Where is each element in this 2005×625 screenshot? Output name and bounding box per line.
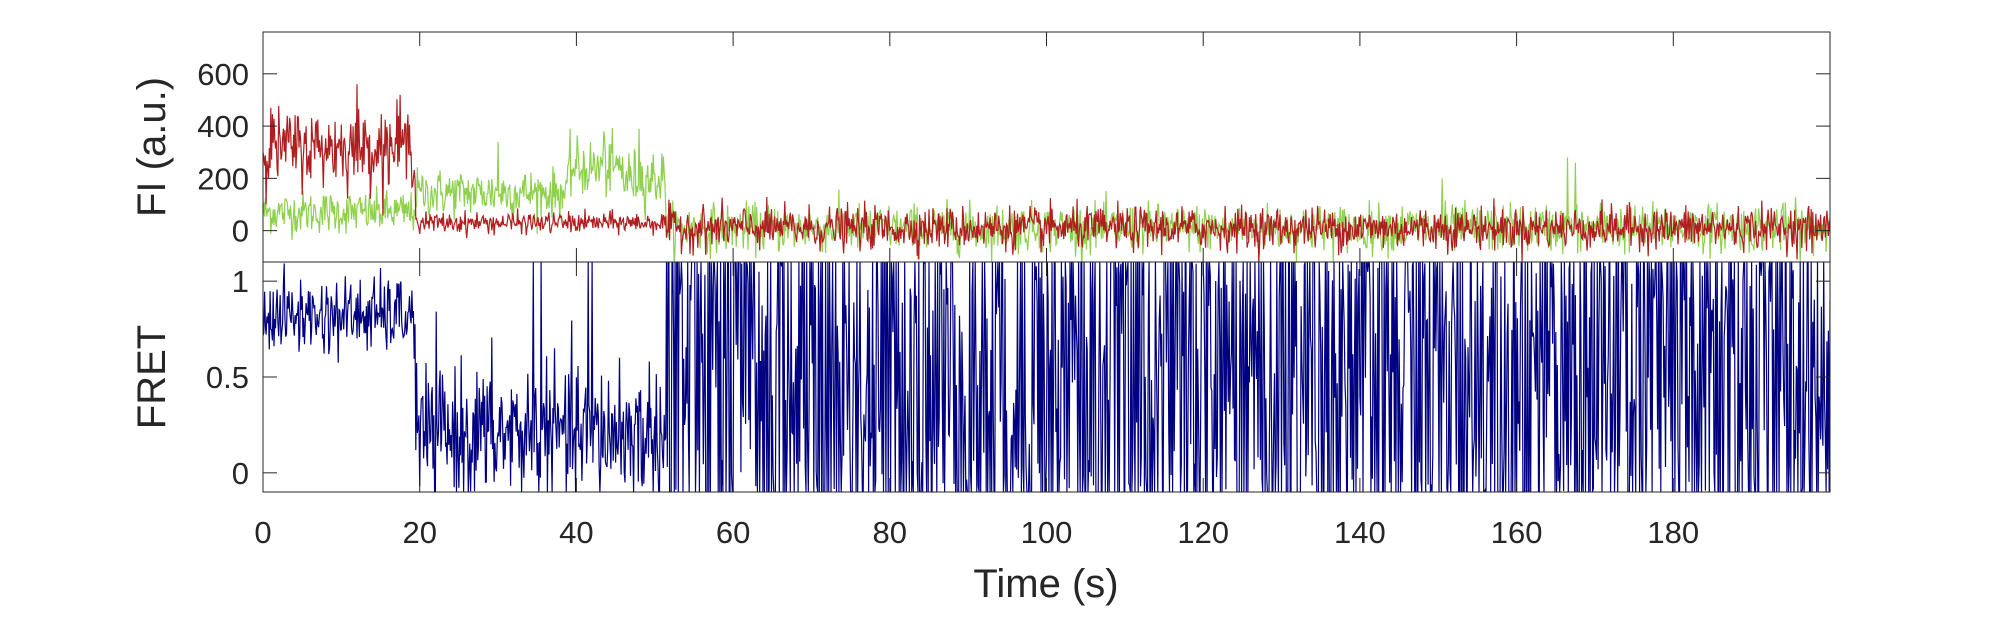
- time-x-tick-label: 20: [402, 515, 436, 550]
- time-x-tick-label: 60: [716, 515, 750, 550]
- time-x-tick-label: 160: [1491, 515, 1543, 550]
- fluorescence-series-1-line: [263, 84, 1830, 262]
- fluorescence-panel: 0 200 400 600 FI (a.u.): [130, 31, 1831, 263]
- fluorescence-y-tick-label: 400: [197, 109, 249, 144]
- fret-y-tick-label: 0: [232, 456, 249, 491]
- time-x-tick-label: 80: [873, 515, 907, 550]
- time-x-ticks: 0 20 40 60 80 100 120 140 160 180: [254, 515, 1699, 550]
- fluorescence-y-tick-label: 600: [197, 57, 249, 92]
- time-x-axis-label: Time (s): [973, 562, 1118, 606]
- time-x-tick-label: 180: [1647, 515, 1699, 550]
- fret-y-tick-label: 0.5: [206, 360, 249, 395]
- time-x-tick-label: 120: [1177, 515, 1229, 550]
- fret-y-axis-label: FRET: [130, 325, 174, 429]
- fret-y-ticks: 00.51: [206, 262, 1830, 492]
- fluorescence-y-tick-label: 0: [232, 214, 249, 249]
- fluorescence-y-axis-label: FI (a.u.): [130, 77, 174, 217]
- fluorescence-y-tick-label: 200: [197, 161, 249, 196]
- time-x-tick-label: 0: [254, 515, 271, 550]
- time-x-tick-label: 100: [1021, 515, 1073, 550]
- fret-series-0-line: [263, 262, 1830, 492]
- fret-traces: [263, 262, 1830, 492]
- fluorescence-y-ticks: 0 200 400 600: [197, 32, 1830, 262]
- time-x-tick-label: 140: [1334, 515, 1386, 550]
- fret-y-tick-label: 1: [232, 264, 249, 299]
- time-x-tick-label: 40: [559, 515, 593, 550]
- fluorescence-traces: [263, 84, 1830, 262]
- fret-panel: 00.51 0 20 40 60 80 100 120 140 160 180 FRET Time…: [130, 261, 1831, 606]
